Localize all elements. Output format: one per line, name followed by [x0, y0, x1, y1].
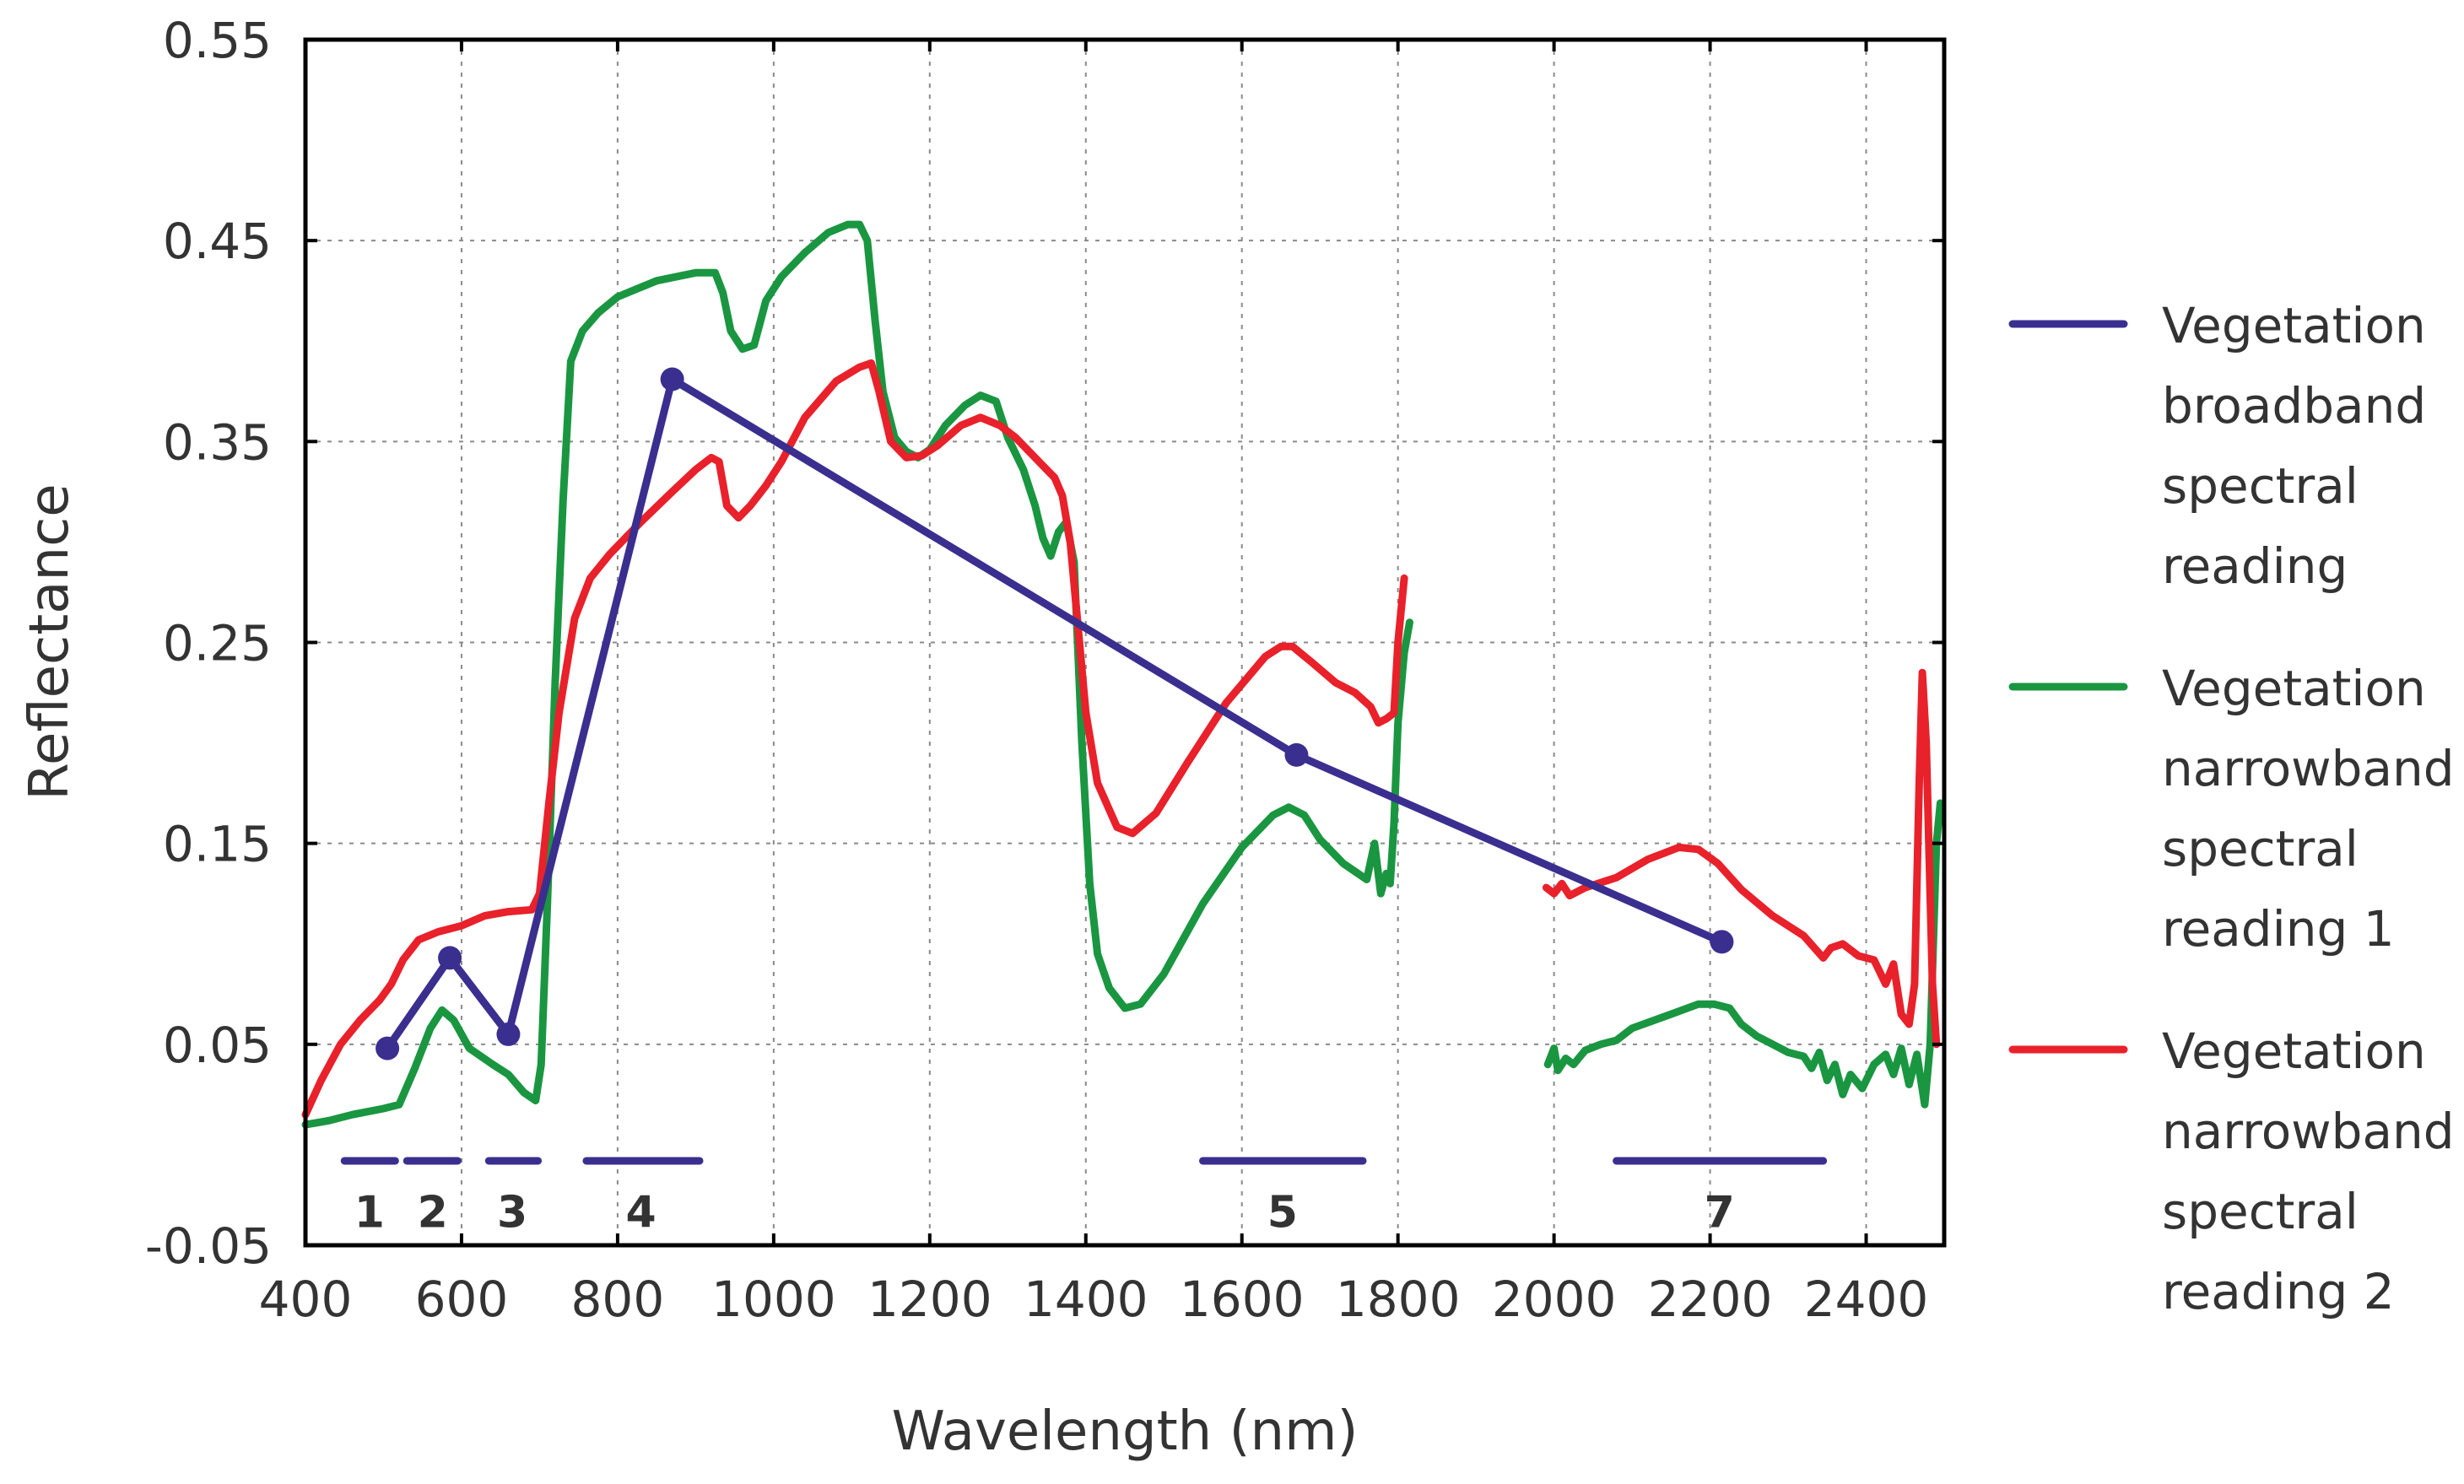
series-point [1710, 930, 1734, 954]
x-tick-label: 1000 [711, 1271, 836, 1328]
series-point [1284, 742, 1309, 767]
x-tick-label: 600 [415, 1271, 509, 1328]
data-series [301, 220, 1944, 1129]
y-tick-label: 0.05 [163, 1017, 272, 1074]
series-line-2-segment-2 [1543, 799, 1944, 1109]
series-point [438, 946, 462, 970]
legend: Vegetation broadband spectral reading Vegeta… [2008, 297, 2455, 1320]
x-tick-label: 2400 [1804, 1271, 1929, 1328]
y-axis-ticks: -0.05 0.05 0.15 0.25 0.35 0.45 0.55 [145, 12, 1944, 1275]
legend-label-2-line-2: narrowband [2162, 740, 2455, 797]
y-tick-label: 0.55 [163, 12, 272, 69]
legend-label-1-line-1: Vegetation [2162, 297, 2426, 354]
y-tick-label: 0.35 [163, 413, 272, 471]
band-label-7: 7 [1705, 1188, 1735, 1238]
series-point [496, 1022, 521, 1046]
y-tick-label: 0.45 [163, 213, 272, 270]
series-point [660, 367, 684, 391]
x-tick-label: 800 [571, 1271, 665, 1328]
y-axis-title: Reflectance [19, 483, 81, 800]
x-tick-label: 2000 [1492, 1271, 1617, 1328]
series-line-1-segment-1 [383, 375, 1726, 1053]
y-tick-label: -0.05 [145, 1217, 272, 1275]
series-point [376, 1036, 400, 1060]
series-line-3-segment-1 [301, 359, 1408, 1119]
y-tick-label: 0.15 [163, 816, 272, 873]
legend-label-1-line-4: reading [2162, 537, 2348, 595]
x-tick-label: 1800 [1336, 1271, 1461, 1328]
x-tick-label: 400 [259, 1271, 353, 1328]
y-tick-label: 0.25 [163, 615, 272, 672]
band-label-3: 3 [497, 1188, 527, 1238]
legend-label-3-line-4: reading 2 [2162, 1263, 2395, 1320]
series-line-3-segment-2 [1542, 668, 1941, 1049]
legend-label-2-line-3: spectral [2162, 820, 2359, 877]
legend-label-1-line-2: broadband [2162, 377, 2426, 434]
grid-lines [305, 40, 1944, 1245]
band-label-5: 5 [1267, 1188, 1298, 1238]
legend-label-3-line-1: Vegetation [2162, 1023, 2426, 1080]
legend-label-2-line-1: Vegetation [2162, 660, 2426, 717]
legend-label-3-line-3: spectral [2162, 1183, 2359, 1240]
band-label-4: 4 [626, 1188, 657, 1238]
x-tick-label: 2200 [1648, 1271, 1773, 1328]
series-line-2-segment-1 [301, 220, 1413, 1129]
legend-label-3-line-2: narrowband [2162, 1103, 2455, 1160]
legend-label-2-line-4: reading 1 [2162, 900, 2395, 958]
legend-label-1-line-3: spectral [2162, 457, 2359, 515]
x-tick-label: 1600 [1180, 1271, 1305, 1328]
x-tick-label: 1200 [867, 1271, 992, 1328]
band-label-2: 2 [418, 1188, 448, 1238]
x-axis-ticks: 400 600 800 1000 1200 1400 1600 1800 2000 2200 240… [259, 40, 1929, 1328]
x-axis-title: Wavelength (nm) [892, 1400, 1359, 1463]
x-tick-label: 1400 [1024, 1271, 1148, 1328]
band-label-1: 1 [354, 1188, 385, 1238]
